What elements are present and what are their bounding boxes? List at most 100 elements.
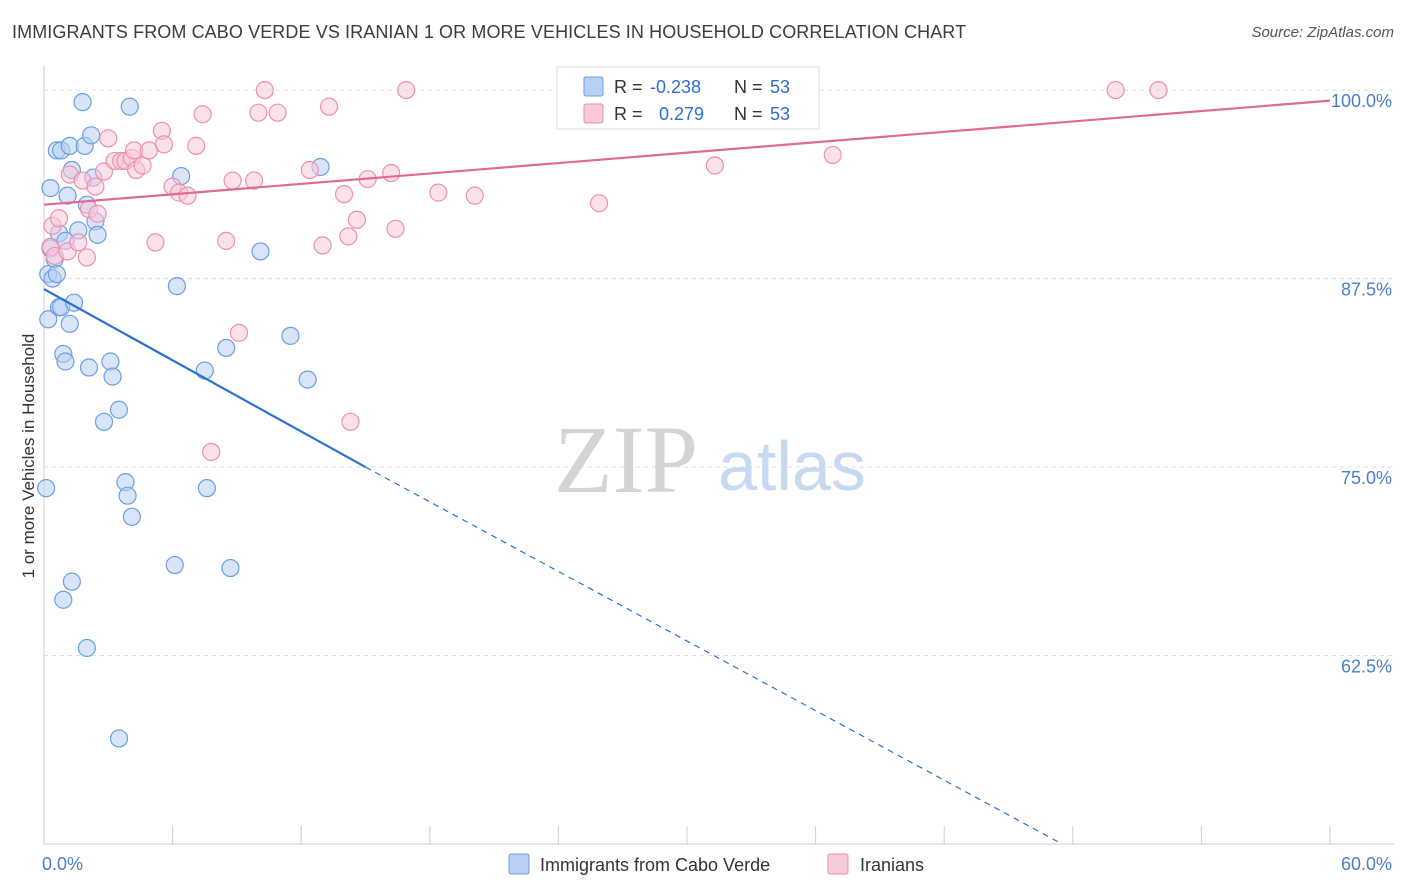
data-point (397, 80, 416, 100)
legend-r-value-cabo-verde: -0.238 (650, 77, 701, 97)
data-point (1106, 80, 1125, 100)
data-point (49, 209, 69, 228)
data-point (109, 400, 129, 419)
gridlines (44, 89, 1394, 657)
data-point (109, 729, 129, 748)
chart-title: IMMIGRANTS FROM CABO VERDE VS IRANIAN 1 … (12, 22, 967, 42)
bottom-legend-swatch-cabo-verde (508, 853, 530, 875)
data-point (341, 412, 360, 431)
data-point (429, 183, 448, 202)
data-point (73, 93, 92, 112)
data-point (86, 177, 105, 196)
data-point (88, 225, 107, 244)
data-point (382, 163, 401, 183)
data-point (77, 248, 96, 267)
data-point (193, 105, 212, 124)
data-point (244, 171, 264, 190)
data-point (255, 80, 274, 100)
legend-r-value-iranians: 0.279 (659, 104, 704, 124)
data-point (133, 156, 152, 175)
data-point (590, 194, 609, 213)
data-point (54, 590, 73, 609)
data-point (268, 103, 287, 122)
data-point (221, 558, 240, 578)
data-point (47, 264, 66, 284)
series-iranians (41, 80, 1168, 462)
watermark: ZIP atlas (554, 406, 866, 513)
data-point (1149, 80, 1168, 100)
axes (43, 66, 1394, 845)
bottom-legend-label-cabo-verde: Immigrants from Cabo Verde (540, 855, 770, 875)
legend-n-value-cabo-verde: 53 (770, 77, 790, 97)
legend-swatch-cabo-verde (583, 76, 604, 97)
data-point (178, 186, 197, 205)
data-point (41, 179, 60, 198)
x-tick-labels: 0.0% 60.0% (42, 854, 1392, 874)
y-tick-labels: 100.0% 87.5% 75.0% 62.5% (1331, 91, 1392, 676)
data-point (339, 227, 358, 246)
x-tick-label: 60.0% (1341, 854, 1392, 874)
data-point (187, 136, 206, 155)
legend-swatch-iranians (583, 103, 604, 124)
data-point (88, 204, 107, 223)
series-layer (37, 80, 1168, 748)
watermark-atlas: atlas (718, 427, 866, 505)
data-point (37, 479, 56, 498)
data-point (69, 233, 88, 252)
data-point (103, 367, 122, 386)
data-point (319, 97, 339, 116)
data-point (146, 233, 165, 252)
data-point (465, 186, 484, 205)
data-point (82, 126, 101, 145)
data-point (249, 103, 268, 122)
bottom-legend-swatch-iranians (827, 853, 849, 875)
trend-line-extension-cabo-verde (365, 466, 1063, 845)
trend-lines (43, 99, 1331, 845)
bottom-legend: Immigrants from Cabo Verde Iranians (508, 853, 924, 875)
trend-line-iranians (43, 99, 1331, 206)
data-point (101, 352, 120, 371)
data-point (58, 186, 77, 205)
y-tick-label: 62.5% (1341, 657, 1392, 677)
trend-line-cabo-verde (43, 288, 367, 469)
data-point (202, 442, 221, 462)
legend-r-label: R = (614, 104, 643, 124)
data-point (251, 242, 270, 261)
legend-n-value-iranians: 53 (770, 104, 790, 124)
legend: R = -0.238 N = 53 R = 0.279 N = 53 (556, 66, 820, 130)
x-tick-label: 0.0% (42, 854, 83, 874)
data-point (823, 145, 842, 165)
legend-n-label: N = (734, 104, 763, 124)
data-point (386, 219, 405, 238)
data-point (300, 160, 319, 180)
data-point (79, 358, 99, 377)
data-point (223, 171, 242, 190)
y-tick-label: 87.5% (1341, 280, 1392, 300)
data-point (120, 97, 139, 116)
data-point (118, 486, 137, 505)
data-point (99, 129, 118, 148)
data-point (165, 555, 184, 575)
data-point (334, 185, 354, 204)
data-point (217, 231, 236, 250)
data-point (705, 156, 724, 175)
y-tick-label: 100.0% (1331, 91, 1392, 111)
data-point (195, 361, 214, 380)
data-point (94, 412, 114, 431)
data-point (167, 277, 186, 296)
data-point (197, 479, 216, 498)
data-point (313, 236, 332, 255)
data-point (77, 638, 96, 658)
data-point (154, 135, 174, 154)
y-axis-label: 1 or more Vehicles in Household (19, 334, 38, 579)
data-point (281, 326, 300, 345)
data-point (298, 370, 317, 389)
data-point (347, 210, 367, 229)
data-point (60, 314, 79, 333)
legend-r-label: R = (614, 77, 643, 97)
bottom-legend-label-iranians: Iranians (860, 855, 924, 875)
data-point (39, 310, 58, 329)
data-point (229, 323, 249, 342)
source-credit: Source: ZipAtlas.com (1251, 24, 1394, 41)
